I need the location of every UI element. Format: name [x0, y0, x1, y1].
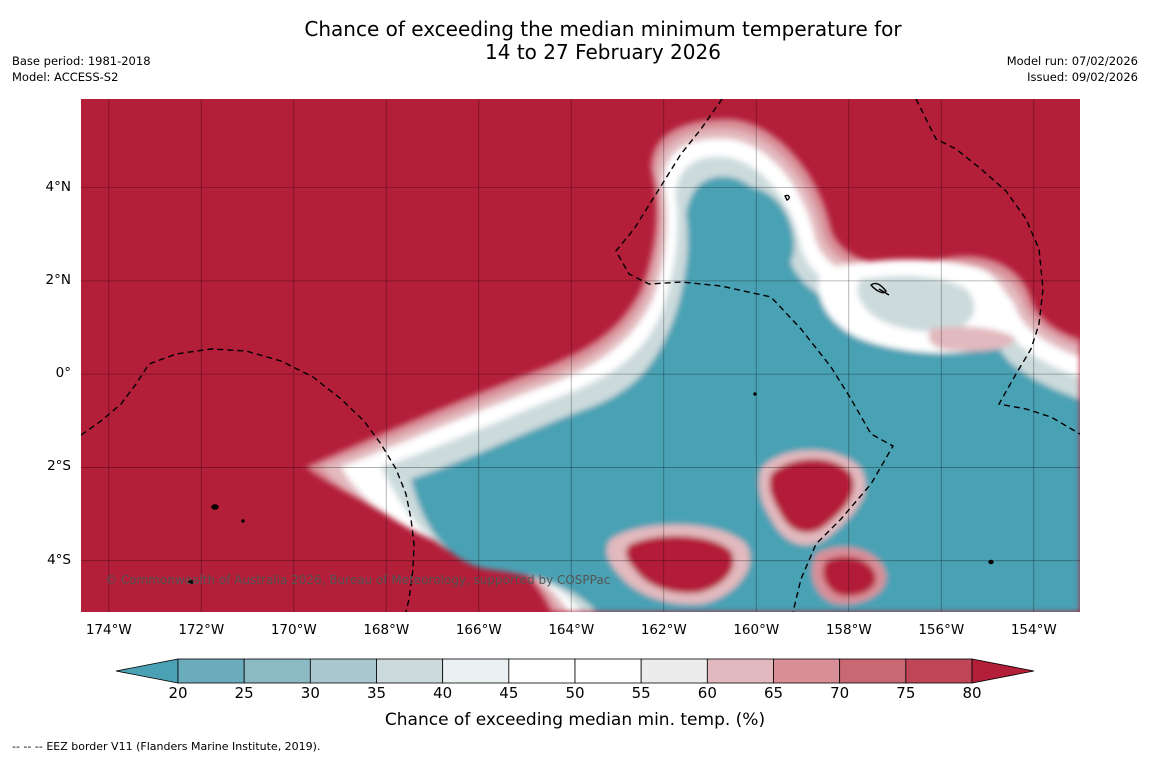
colorbar-tick-label: 75	[896, 684, 916, 702]
lon-label: 158°W	[825, 622, 872, 638]
footer-legend: -- -- -- EEZ border V11 (Flanders Marine…	[12, 740, 320, 753]
colorbar-segment	[574, 658, 642, 684]
colorbar-tick-label: 35	[366, 684, 387, 702]
title-line-2: 14 to 27 February 2026	[485, 40, 721, 64]
lat-label: 2°N	[45, 271, 71, 288]
colorbar-tick-label: 50	[565, 684, 585, 702]
issued-date: Issued: 09/02/2026	[1027, 69, 1138, 84]
lon-label: 170°W	[270, 622, 317, 638]
colorbar-tick-label: 25	[234, 684, 254, 702]
title-line-1: Chance of exceeding the median minimum t…	[304, 17, 902, 41]
colorbar-tick-label: 65	[763, 684, 784, 702]
lon-label: 168°W	[363, 622, 410, 638]
colorbar-segment	[376, 658, 444, 684]
colorbar	[115, 658, 1035, 684]
island-small-4	[988, 559, 994, 565]
colorbar-tick-label: 45	[499, 684, 519, 702]
model-name: Model: ACCESS-S2	[12, 69, 119, 84]
colorbar-segment	[243, 658, 311, 684]
colorbar-tick-label: 30	[300, 684, 320, 702]
colorbar-segment	[905, 658, 973, 684]
colorbar-tick-label: 20	[168, 684, 188, 702]
lon-label: 164°W	[548, 622, 595, 638]
lat-label: 0°	[55, 365, 71, 382]
meta-left: Base period: 1981-2018 Model: ACCESS-S2	[12, 54, 151, 85]
lon-label: 162°W	[640, 622, 687, 638]
island-small-2	[211, 504, 219, 510]
colorbar-tick-label: 60	[697, 684, 717, 702]
copyright-notice: © Commonwealth of Australia 2026, Bureau…	[105, 573, 610, 587]
lat-label: 4°S	[47, 551, 71, 568]
colorbar-tick-label: 70	[830, 684, 850, 702]
lon-label: 156°W	[918, 622, 965, 638]
eez-legend-symbol: -- -- --	[12, 740, 43, 753]
island-kiritimati	[870, 282, 890, 296]
colorbar-segment	[177, 658, 245, 684]
eez-border-east	[915, 99, 1080, 435]
eez-legend-text: EEZ border V11 (Flanders Marine Institut…	[46, 740, 321, 753]
lon-label: 174°W	[85, 622, 132, 638]
probability-map: © Commonwealth of Australia 2026, Bureau…	[81, 99, 1080, 612]
island-small-3	[241, 519, 245, 523]
colorbar-segment	[839, 658, 907, 684]
graticule	[81, 99, 1080, 612]
island-small-6	[188, 579, 194, 585]
base-period: Base period: 1981-2018	[12, 54, 151, 68]
lat-label: 4°N	[45, 178, 71, 195]
lon-label: 166°W	[455, 622, 502, 638]
colorbar-segment	[640, 658, 708, 684]
colorbar-title: Chance of exceeding median min. temp. (%…	[384, 710, 766, 730]
colorbar-tick-label: 40	[433, 684, 453, 702]
probability-contours	[306, 119, 1080, 612]
colorbar-tick-label: 80	[962, 684, 982, 702]
colorbar-segment	[773, 658, 841, 684]
colorbar-segments	[115, 658, 1035, 684]
meta-right: Model run: 07/02/2026 Issued: 09/02/2026	[1007, 54, 1138, 85]
lon-label: 160°W	[733, 622, 780, 638]
colorbar-segment	[442, 658, 510, 684]
colorbar-segment	[706, 658, 774, 684]
colorbar-segment	[508, 658, 576, 684]
island-small-1	[784, 194, 790, 201]
eez-borders	[81, 99, 1080, 612]
map-canvas: © Commonwealth of Australia 2026, Bureau…	[81, 99, 1080, 612]
islands	[188, 194, 994, 585]
colorbar-segment	[309, 658, 377, 684]
lon-label: 154°W	[1010, 622, 1057, 638]
map-title: Chance of exceeding the median minimum t…	[0, 18, 1150, 64]
lon-label: 172°W	[178, 622, 225, 638]
lat-label: 2°S	[47, 458, 71, 475]
model-run: Model run: 07/02/2026	[1006, 54, 1138, 68]
colorbar-extend-high	[971, 658, 1035, 684]
colorbar-extend-low	[115, 658, 179, 684]
island-small-5	[753, 392, 757, 396]
colorbar-tick-label: 55	[631, 684, 651, 702]
